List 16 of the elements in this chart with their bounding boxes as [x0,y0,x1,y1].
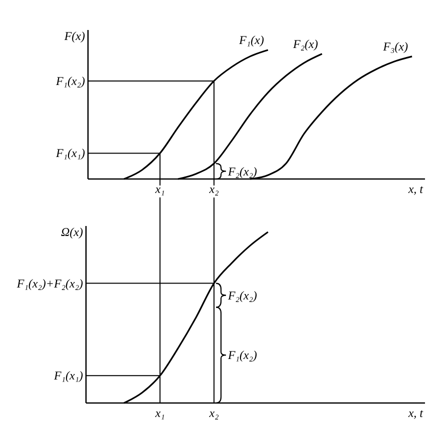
x-tick-label: x₁ [154,406,165,420]
series-label: F₁(x) [238,33,264,47]
ref-line-label: F₁(x₁) [53,368,83,383]
x-axis-title: x, t [407,406,424,420]
x-axis-title: x, t [407,182,424,196]
annotation: F₁(x₂) [227,348,257,362]
series-label: F₃(x) [382,39,408,54]
annotation: F₂(x₂) [227,288,257,302]
ref-line-label: F₁(x₂)+F₂(x₂) [16,276,83,290]
ref-line-label: F₁(x₂) [55,74,85,88]
series-label: F₂(x) [292,36,318,51]
y-axis-title: Ω(x) [61,225,83,239]
annotation: F₂(x₂) [227,164,257,178]
y-axis-title: F(x) [63,29,85,43]
ref-line-label: F₁(x₁) [55,146,85,160]
x-tick-label: x₂ [208,406,219,420]
